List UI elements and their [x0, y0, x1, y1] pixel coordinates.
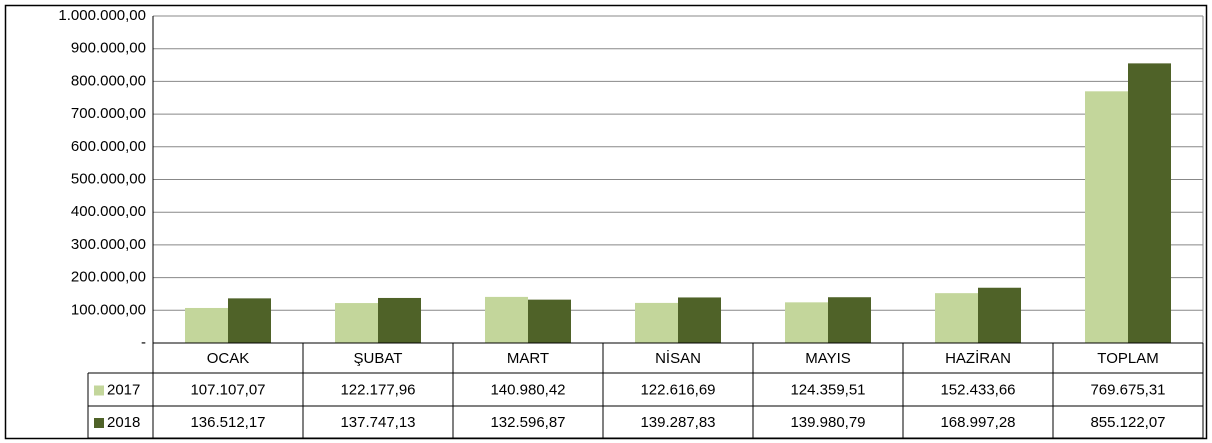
- bar: [228, 298, 271, 343]
- table-cell: 107.107,07: [190, 381, 265, 398]
- legend-swatch: [94, 385, 104, 396]
- bar: [485, 296, 528, 343]
- y-tick-label: 500.000,00: [71, 170, 146, 187]
- legend-label: 2018: [107, 414, 140, 431]
- legend-swatch: [94, 418, 104, 428]
- y-tick-label: 300.000,00: [71, 236, 146, 253]
- x-tick-label: HAZİRAN: [945, 349, 1011, 367]
- y-tick-label: 700.000,00: [71, 105, 146, 122]
- table-cell: 124.359,51: [790, 381, 865, 398]
- chart-border: [4, 4, 1208, 440]
- y-tick-label: 1.000.000,00: [58, 7, 146, 24]
- table-cell: 140.980,42: [490, 381, 565, 398]
- bar: [678, 297, 721, 343]
- y-tick-label: -: [141, 334, 146, 351]
- bar: [935, 293, 978, 343]
- table-cell: 139.287,83: [640, 414, 715, 431]
- bar: [978, 287, 1021, 343]
- y-tick-label: 600.000,00: [71, 138, 146, 155]
- table-cell: 136.512,17: [190, 414, 265, 431]
- table-cell: 122.616,69: [640, 381, 715, 398]
- bar: [528, 299, 571, 343]
- bar: [1085, 91, 1128, 343]
- bar: [378, 297, 421, 343]
- y-tick-label: 800.000,00: [71, 72, 146, 89]
- table-cell: 132.596,87: [490, 414, 565, 431]
- bar: [828, 297, 871, 343]
- table-cell: 168.997,28: [940, 414, 1015, 431]
- table-cell: 769.675,31: [1090, 381, 1165, 398]
- table-cell: 122.177,96: [340, 381, 415, 398]
- x-tick-label: MART: [507, 350, 549, 367]
- table-cell: 139.980,79: [790, 414, 865, 431]
- y-tick-label: 900.000,00: [71, 40, 146, 57]
- table-cell: 152.433,66: [940, 381, 1015, 398]
- y-tick-label: 100.000,00: [71, 301, 146, 318]
- bar: [335, 303, 378, 343]
- bar: [635, 302, 678, 343]
- bar: [785, 302, 828, 343]
- x-tick-label: TOPLAM: [1097, 350, 1158, 367]
- table-cell: 137.747,13: [340, 414, 415, 431]
- legend-label: 2017: [107, 381, 140, 398]
- table-cell: 855.122,07: [1090, 414, 1165, 431]
- bar: [1128, 63, 1171, 343]
- x-tick-label: ŞUBAT: [354, 350, 403, 367]
- x-tick-label: MAYIS: [805, 350, 851, 367]
- x-tick-label: NİSAN: [655, 349, 701, 367]
- x-tick-label: OCAK: [207, 350, 250, 367]
- bar: [185, 307, 228, 343]
- y-tick-label: 200.000,00: [71, 269, 146, 286]
- y-tick-label: 400.000,00: [71, 203, 146, 220]
